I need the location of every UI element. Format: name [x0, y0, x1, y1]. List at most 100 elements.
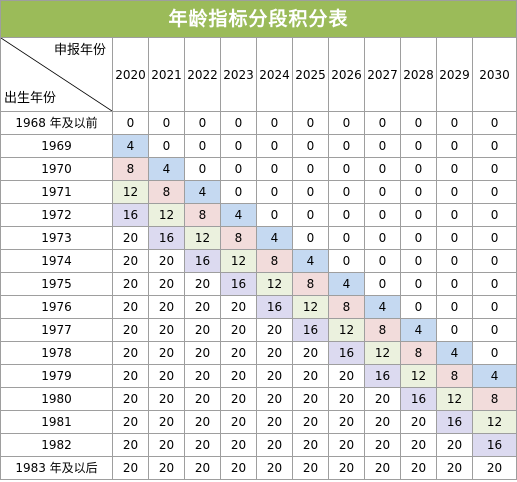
score-cell: 4 — [400, 318, 437, 342]
score-cell: 0 — [256, 180, 293, 204]
score-cell: 16 — [364, 364, 401, 388]
score-cell: 0 — [400, 180, 437, 204]
score-cell: 20 — [148, 272, 185, 296]
score-cell: 12 — [184, 226, 221, 250]
score-cell: 0 — [364, 180, 401, 204]
score-cell: 0 — [364, 157, 401, 181]
table-row: 1981 20 20 20 20 20 20 20 20 20 16 12 — [0, 410, 517, 434]
birth-year-label: 1973 — [0, 226, 113, 250]
score-cell: 20 — [400, 456, 437, 480]
table-row: 1976 20 20 20 20 16 12 8 4 0 0 0 — [0, 295, 517, 319]
score-cell: 20 — [256, 341, 293, 365]
score-cell: 20 — [112, 226, 149, 250]
score-cell: 0 — [292, 134, 329, 158]
score-cell: 20 — [148, 433, 185, 457]
score-cell: 0 — [256, 111, 293, 135]
score-cell: 0 — [256, 157, 293, 181]
score-cell: 0 — [184, 134, 221, 158]
table-row: 1978 20 20 20 20 20 20 16 12 8 4 0 — [0, 341, 517, 365]
score-cell: 0 — [364, 272, 401, 296]
table-row: 1983 年及以后 20 20 20 20 20 20 20 20 20 20 20 — [0, 456, 517, 480]
score-cell: 20 — [148, 318, 185, 342]
score-cell: 12 — [148, 203, 185, 227]
score-cell: 0 — [148, 134, 185, 158]
score-cell: 0 — [471, 341, 517, 365]
score-cell: 20 — [292, 364, 329, 388]
score-cell: 20 — [220, 318, 257, 342]
score-cell: 16 — [471, 433, 517, 457]
score-cell: 20 — [148, 410, 185, 434]
birth-year-label: 1981 — [0, 410, 113, 434]
score-cell: 0 — [471, 272, 517, 296]
score-cell: 16 — [148, 226, 185, 250]
score-cell: 0 — [328, 203, 365, 227]
score-cell: 0 — [256, 203, 293, 227]
year-header-2027: 2027 — [364, 37, 401, 112]
score-cell: 20 — [112, 410, 149, 434]
score-cell: 0 — [328, 226, 365, 250]
score-cell: 0 — [328, 180, 365, 204]
birth-year-label: 1980 — [0, 387, 113, 411]
score-cell: 20 — [220, 364, 257, 388]
birth-year-label: 1978 — [0, 341, 113, 365]
score-cell: 0 — [471, 249, 517, 273]
year-header-2025: 2025 — [292, 37, 329, 112]
score-cell: 20 — [256, 456, 293, 480]
score-cell: 20 — [184, 295, 221, 319]
score-cell: 20 — [220, 341, 257, 365]
score-cell: 8 — [400, 341, 437, 365]
score-cell: 20 — [112, 341, 149, 365]
score-cell: 20 — [112, 249, 149, 273]
score-cell: 20 — [471, 456, 517, 480]
table-row: 1972 16 12 8 4 0 0 0 0 0 0 0 — [0, 203, 517, 227]
score-cell: 20 — [364, 410, 401, 434]
score-cell: 4 — [328, 272, 365, 296]
score-cell: 12 — [471, 410, 517, 434]
year-header-2030: 2030 — [471, 37, 517, 112]
score-cell: 20 — [220, 387, 257, 411]
birth-year-label: 1975 — [0, 272, 113, 296]
score-cell: 12 — [400, 364, 437, 388]
score-cell: 4 — [292, 249, 329, 273]
score-cell: 0 — [400, 295, 437, 319]
score-cell: 20 — [400, 433, 437, 457]
score-cell: 0 — [436, 203, 473, 227]
score-cell: 0 — [148, 111, 185, 135]
score-cell: 12 — [436, 387, 473, 411]
score-cell: 20 — [112, 318, 149, 342]
score-cell: 20 — [112, 295, 149, 319]
score-cell: 0 — [400, 272, 437, 296]
score-cell: 0 — [184, 157, 221, 181]
score-cell: 0 — [112, 111, 149, 135]
birth-year-label: 1976 — [0, 295, 113, 319]
score-cell: 20 — [184, 387, 221, 411]
score-cell: 20 — [400, 410, 437, 434]
year-header-2029: 2029 — [436, 37, 473, 112]
corner-label-declare-year: 申报年份 — [53, 43, 106, 58]
score-cell: 0 — [471, 295, 517, 319]
score-cell: 20 — [328, 410, 365, 434]
score-cell: 0 — [328, 249, 365, 273]
score-cell: 20 — [256, 410, 293, 434]
score-cell: 8 — [436, 364, 473, 388]
score-cell: 20 — [184, 410, 221, 434]
year-header-2024: 2024 — [256, 37, 293, 112]
score-cell: 4 — [436, 341, 473, 365]
score-cell: 0 — [292, 203, 329, 227]
score-cell: 20 — [220, 456, 257, 480]
score-cell: 12 — [364, 341, 401, 365]
score-cell: 20 — [328, 433, 365, 457]
score-cell: 4 — [184, 180, 221, 204]
birth-year-label: 1971 — [0, 180, 113, 204]
score-cell: 0 — [436, 180, 473, 204]
score-cell: 20 — [256, 364, 293, 388]
score-cell: 20 — [436, 456, 473, 480]
score-cell: 20 — [364, 387, 401, 411]
score-cell: 20 — [184, 364, 221, 388]
score-cell: 20 — [328, 456, 365, 480]
score-cell: 16 — [256, 295, 293, 319]
score-cell: 0 — [436, 226, 473, 250]
score-cell: 20 — [148, 364, 185, 388]
